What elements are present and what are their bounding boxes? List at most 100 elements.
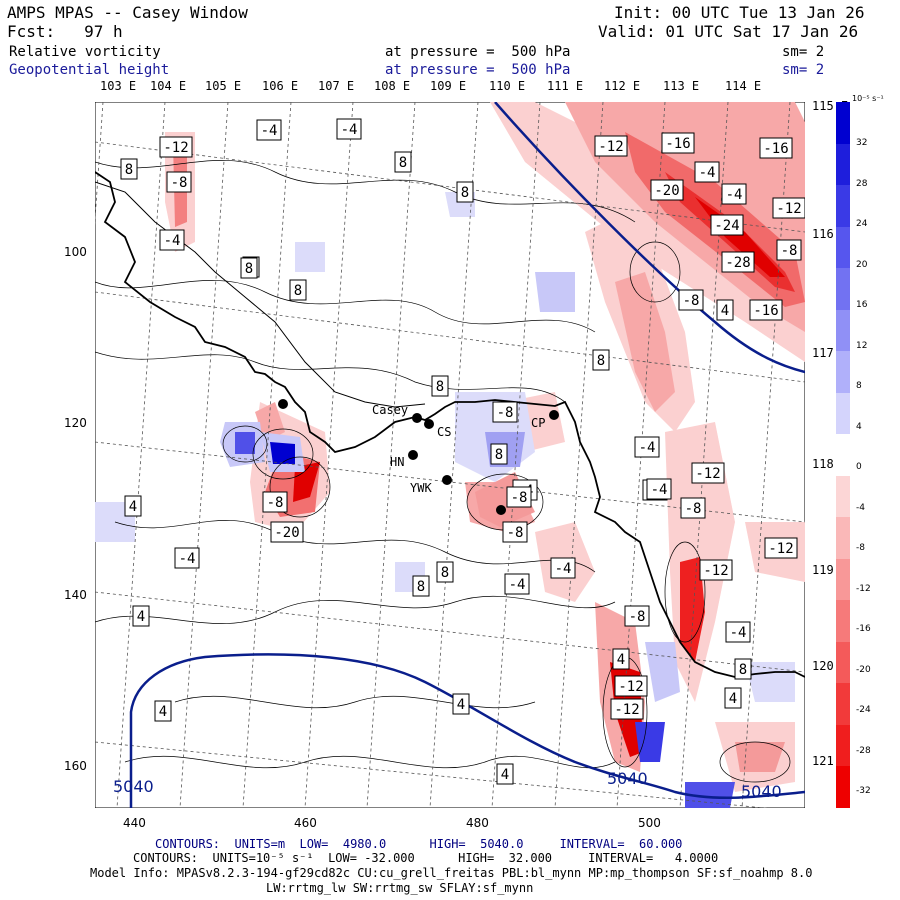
colorbar-swatch bbox=[836, 766, 850, 809]
colorbar-swatch bbox=[836, 683, 850, 726]
vorticity-contour-label: -12 bbox=[594, 135, 628, 157]
vorticity-contour-label: -8 bbox=[680, 497, 706, 519]
svg-text:4: 4 bbox=[721, 303, 729, 319]
footer-model-info: Model Info: MPASv8.2.3-194-gf29cd82c CU:… bbox=[90, 866, 813, 880]
svg-text:8: 8 bbox=[441, 565, 449, 581]
svg-text:-12: -12 bbox=[695, 466, 720, 482]
colorbar-label: -20 bbox=[856, 664, 871, 675]
colorbar-swatch bbox=[836, 102, 850, 145]
vorticity-contour-label: -16 bbox=[759, 137, 793, 159]
colorbar-swatch bbox=[836, 268, 850, 311]
vorticity-contour-label: -8 bbox=[492, 401, 518, 423]
svg-text:-8: -8 bbox=[497, 405, 514, 421]
station-label-cp: CP bbox=[531, 416, 545, 430]
svg-text:-12: -12 bbox=[598, 139, 623, 155]
longitude-label: 110 E bbox=[489, 79, 526, 93]
vorticity-contour-label: -8 bbox=[166, 171, 192, 193]
colorbar-swatch bbox=[836, 724, 850, 767]
forecast-hour: Fcst: 97 h bbox=[7, 22, 123, 41]
svg-text:-20: -20 bbox=[654, 183, 679, 199]
vorticity-contour-label: -4 bbox=[694, 161, 720, 183]
svg-text:-12: -12 bbox=[776, 201, 801, 217]
vorticity-contour-label: -4 bbox=[550, 557, 576, 579]
field2-level: at pressure = 500 hPa bbox=[385, 62, 571, 78]
colorbar-swatch bbox=[836, 143, 850, 186]
svg-text:4: 4 bbox=[129, 499, 137, 515]
colorbar-label: 12 bbox=[856, 340, 868, 351]
colorbar-label: 32 bbox=[856, 138, 868, 148]
svg-text:-4: -4 bbox=[639, 440, 656, 456]
vorticity-contour-label: -8 bbox=[506, 486, 532, 508]
svg-text:-4: -4 bbox=[699, 165, 716, 181]
svg-text:-4: -4 bbox=[179, 551, 196, 567]
svg-text:-12: -12 bbox=[768, 541, 793, 557]
vorticity-contour-label: -4 bbox=[725, 621, 751, 643]
vorticity-contour-label: 4 bbox=[124, 495, 142, 517]
field2-smoothing: sm= 2 bbox=[782, 62, 825, 78]
svg-text:8: 8 bbox=[436, 379, 444, 395]
svg-text:4: 4 bbox=[159, 704, 167, 720]
colorbar-swatch bbox=[836, 434, 850, 477]
colorbar-label: -24 bbox=[856, 705, 871, 715]
vorticity-contour-label: -16 bbox=[661, 132, 695, 154]
svg-text:-4: -4 bbox=[555, 561, 572, 577]
svg-text:-12: -12 bbox=[614, 702, 639, 718]
svg-text:-16: -16 bbox=[665, 136, 690, 152]
svg-text:8: 8 bbox=[399, 155, 407, 171]
vorticity-contour-label: -24 bbox=[710, 214, 744, 236]
valid-time: Valid: 01 UTC Sat 17 Jan 26 bbox=[598, 22, 859, 41]
svg-text:-4: -4 bbox=[341, 122, 358, 138]
map-plot: -12-8-4-4-488884-12-16-16-20-4-4-24-12-2… bbox=[95, 102, 805, 808]
vorticity-contour-label: -12 bbox=[614, 675, 648, 697]
vorticity-contour-label: 4 bbox=[154, 700, 172, 722]
vorticity-contour-label: -4 bbox=[174, 547, 200, 569]
init-time: Init: 00 UTC Tue 13 Jan 26 bbox=[614, 3, 865, 22]
vorticity-contour-label: -28 bbox=[721, 251, 755, 273]
field1-smoothing: sm= 2 bbox=[782, 44, 825, 60]
vorticity-contour-label: -20 bbox=[270, 521, 304, 543]
vorticity-contour-label: 8 bbox=[120, 158, 138, 180]
longitude-label: 104 E bbox=[150, 79, 187, 93]
vorticity-contour-label: -4 bbox=[634, 436, 660, 458]
svg-text:-8: -8 bbox=[267, 495, 284, 511]
svg-text:-4: -4 bbox=[730, 625, 747, 641]
x-tick-label: 480 bbox=[466, 816, 489, 830]
svg-text:4: 4 bbox=[137, 609, 145, 625]
y-tick-label: 140 bbox=[64, 588, 87, 602]
vorticity-contour-label: 8 bbox=[412, 575, 430, 597]
vorticity-labels: -12-8-4-4-488884-12-16-16-20-4-4-24-12-2… bbox=[120, 118, 805, 785]
station-label-casey: Casey bbox=[372, 403, 408, 417]
svg-text:-8: -8 bbox=[685, 501, 702, 517]
svg-text:8: 8 bbox=[125, 162, 133, 178]
longitude-label: 107 E bbox=[318, 79, 355, 93]
vorticity-contour-label: 8 bbox=[490, 443, 508, 465]
vorticity-contour-label: -8 bbox=[502, 521, 528, 543]
longitude-label: 111 E bbox=[547, 79, 584, 93]
colorbar-label: 8 bbox=[856, 381, 862, 391]
svg-text:-8: -8 bbox=[171, 175, 188, 191]
vorticity-contour-label: -12 bbox=[699, 559, 733, 581]
svg-text:8: 8 bbox=[417, 579, 425, 595]
svg-text:-4: -4 bbox=[651, 482, 668, 498]
y-tick-label: 120 bbox=[64, 416, 87, 430]
longitude-label: 106 E bbox=[262, 79, 299, 93]
x-tick-label: 500 bbox=[638, 816, 661, 830]
colorbar-label: -32 bbox=[856, 786, 871, 796]
svg-text:-4: -4 bbox=[164, 233, 181, 249]
longitude-label: 113 E bbox=[663, 79, 700, 93]
vorticity-contour-label: -20 bbox=[650, 179, 684, 201]
vorticity-contour-label: 8 bbox=[431, 375, 449, 397]
vorticity-contour-label: 8 bbox=[592, 349, 610, 371]
svg-text:4: 4 bbox=[617, 652, 625, 668]
vorticity-contour-label: 4 bbox=[452, 693, 470, 715]
colorbar-label: 16 bbox=[856, 300, 868, 310]
x-tick-label: 460 bbox=[294, 816, 317, 830]
vorticity-contour-label: 8 bbox=[240, 257, 258, 279]
longitude-label: 108 E bbox=[374, 79, 411, 93]
ice-shelf-edge bbox=[95, 181, 426, 408]
vorticity-contour-label: 4 bbox=[612, 648, 630, 670]
svg-text:-12: -12 bbox=[618, 679, 643, 695]
longitude-label: 109 E bbox=[430, 79, 467, 93]
svg-text:-8: -8 bbox=[683, 293, 700, 309]
vorticity-contour-label: 4 bbox=[496, 763, 514, 785]
